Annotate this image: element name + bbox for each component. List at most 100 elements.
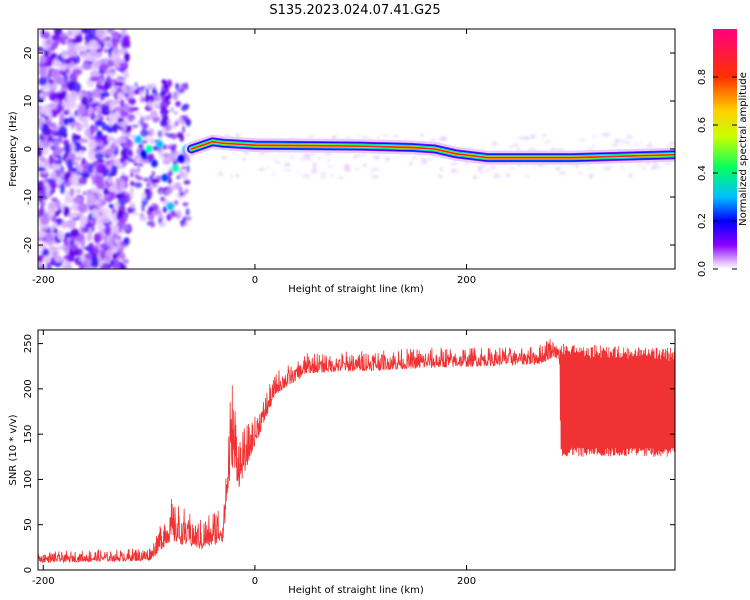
- noise-blob: [523, 136, 530, 141]
- noise-blob: [38, 230, 46, 239]
- noise-blob: [54, 164, 61, 171]
- noise-blob: [141, 192, 146, 201]
- noise-blob: [100, 243, 108, 250]
- noise-blob: [43, 49, 49, 58]
- snr-frame: [37, 329, 676, 571]
- noise-blob: [91, 88, 102, 98]
- noise-blob: [167, 118, 172, 125]
- noise-blob: [90, 48, 96, 57]
- noise-blob: [39, 156, 46, 163]
- noise-blob: [107, 40, 113, 47]
- noise-blob: [67, 29, 73, 38]
- noise-blob: [128, 106, 135, 113]
- noise-blob: [88, 257, 99, 268]
- noise-blob: [51, 34, 60, 41]
- noise-blob: [88, 140, 97, 150]
- noise-blob: [45, 186, 50, 197]
- noise-blob: [180, 219, 185, 228]
- noise-blob: [122, 224, 130, 231]
- noise-blob: [162, 206, 167, 213]
- x-tick-label: 200: [457, 576, 476, 587]
- noise-blob: [96, 159, 105, 164]
- noise-blob: [611, 143, 618, 147]
- noise-blob: [38, 46, 45, 53]
- noise-blob: [162, 144, 167, 150]
- noise-blob: [128, 117, 133, 123]
- noise-blob: [183, 188, 189, 195]
- noise-blob: [53, 201, 58, 208]
- noise-blob: [186, 164, 190, 174]
- noise-blob: [106, 72, 117, 77]
- noise-blob: [559, 171, 567, 176]
- noise-blob: [110, 85, 118, 94]
- noise-blob: [112, 46, 120, 54]
- noise-blob: [50, 43, 56, 52]
- noise-blob: [221, 155, 227, 160]
- noise-blob: [59, 112, 65, 124]
- snr-ticks: -200 0 200 0 50 100 150 200 250: [23, 330, 675, 587]
- noise-blob: [342, 165, 351, 167]
- noise-blob: [96, 163, 106, 174]
- noise-blob: [121, 132, 129, 137]
- noise-blob: [139, 86, 145, 91]
- noise-blob: [51, 197, 58, 203]
- noise-blob: [48, 181, 58, 188]
- noise-blob: [141, 203, 145, 213]
- noise-blob: [119, 263, 127, 269]
- noise-blob: [629, 145, 632, 149]
- spectrogram-xlabel: Height of straight line (km): [288, 284, 424, 295]
- noise-blob: [145, 115, 153, 120]
- noise-blob: [47, 78, 54, 85]
- noise-blob: [127, 131, 131, 139]
- noise-blob: [141, 98, 146, 102]
- noise-blob: [489, 165, 498, 170]
- x-tick-label: 200: [457, 275, 476, 286]
- noise-blob: [56, 218, 62, 226]
- noise-blob: [149, 138, 155, 144]
- noise-blob: [54, 150, 62, 155]
- noise-blob: [45, 234, 55, 242]
- noise-blob: [63, 117, 69, 126]
- noise-blob: [38, 196, 44, 203]
- noise-blob: [96, 111, 102, 118]
- noise-blob: [106, 59, 115, 68]
- noise-blob: [78, 177, 84, 185]
- noise-blob: [110, 235, 117, 246]
- noise-blob: [106, 29, 114, 33]
- noise-blob: [80, 146, 87, 152]
- noise-blob: [57, 230, 64, 241]
- noise-blob: [184, 82, 189, 91]
- noise-blob: [63, 143, 73, 154]
- noise-blob: [118, 138, 128, 143]
- noise-blob: [157, 130, 163, 138]
- noise-blob: [87, 227, 93, 236]
- noise-blob: [472, 175, 478, 180]
- noise-blob: [634, 143, 638, 146]
- noise-blob: [115, 178, 121, 190]
- noise-blob: [510, 167, 515, 170]
- chart-title: S135.2023.024.07.41.G25: [269, 3, 440, 18]
- noise-blob: [107, 135, 115, 143]
- noise-blob: [38, 255, 44, 262]
- noise-blob: [427, 157, 432, 161]
- noise-blob: [101, 111, 111, 116]
- noise-blob: [58, 125, 67, 136]
- noise-blob: [70, 212, 78, 219]
- noise-blob: [81, 96, 88, 106]
- noise-blob: [124, 159, 131, 165]
- noise-blob: [50, 225, 55, 233]
- noise-blob: [103, 187, 109, 195]
- noise-blob: [242, 156, 246, 162]
- noise-blob: [129, 172, 134, 178]
- noise-blob: [230, 174, 233, 179]
- noise-blob: [620, 165, 624, 169]
- noise-blob: [111, 31, 121, 40]
- noise-blob: [69, 174, 79, 184]
- noise-blob: [529, 134, 536, 139]
- noise-blob: [64, 173, 70, 181]
- noise-blob: [135, 176, 142, 181]
- noise-blob: [175, 82, 180, 90]
- noise-blob: [478, 171, 485, 174]
- noise-blob: [150, 178, 159, 184]
- noise-blob: [45, 67, 50, 75]
